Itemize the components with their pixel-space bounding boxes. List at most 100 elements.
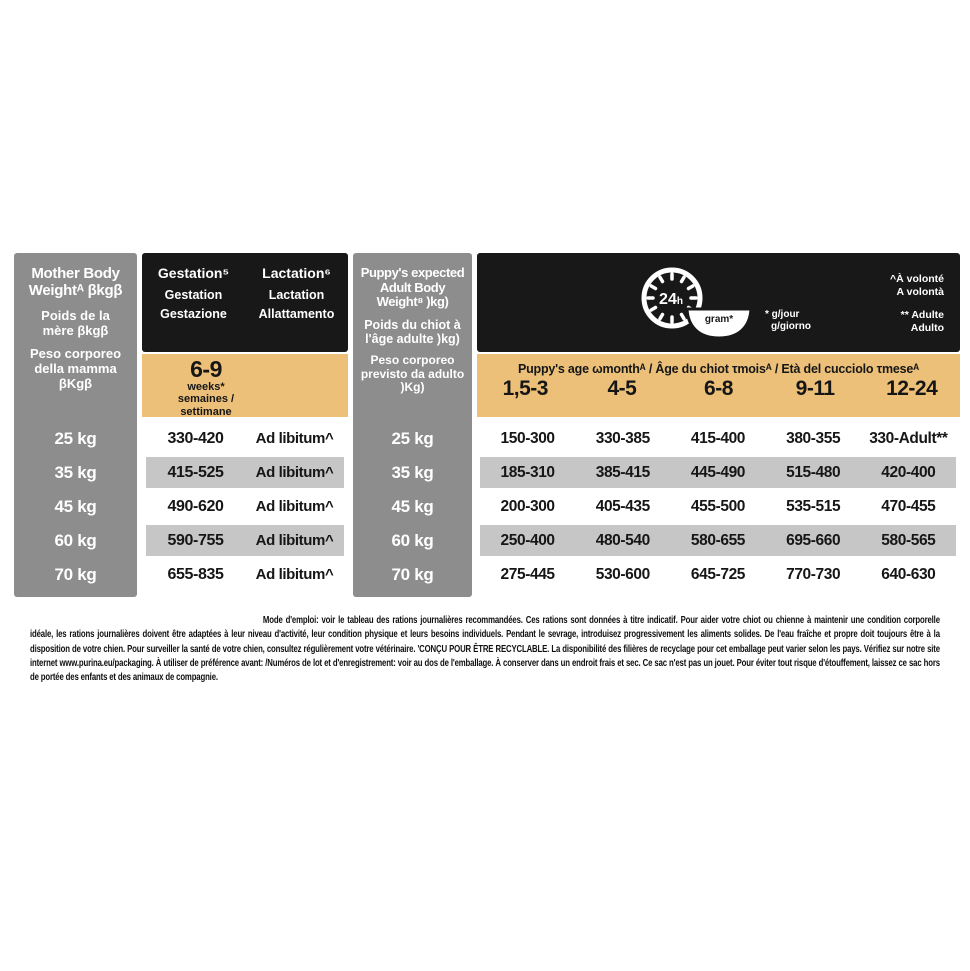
clock-and-bowl-icon: 24h gram* — [641, 267, 753, 340]
lactation-value: Ad libitum^ — [255, 430, 334, 447]
age-value: 515-480 — [786, 463, 841, 481]
age-value: 530-600 — [595, 565, 650, 583]
puppy-weight-header-en: Puppy's expected Adult Body Weight⁸ )kg) — [360, 265, 465, 310]
age-column-label: 1,5-3 — [502, 377, 549, 400]
puppy-weight-column: Puppy's expected Adult Body Weight⁸ )kg)… — [353, 253, 472, 597]
age-value: 275-445 — [500, 565, 555, 583]
gestation-label-en: Gestation⁵ — [157, 265, 230, 281]
age-value: 640-630 — [881, 565, 936, 583]
age-values-row: 200-300 405-435 455-500 535-515 470-455 — [480, 491, 956, 522]
puppy-weight-cell: 60 kg — [391, 531, 434, 550]
age-value: 455-500 — [690, 497, 746, 515]
puppy-weight-cell: 35 kg — [391, 463, 434, 482]
age-value: 695-660 — [786, 531, 841, 549]
grams-per-day-fr: * g/jour — [765, 309, 800, 320]
mother-weight-header-en: Mother Body Weightᴬ βkgβ — [28, 265, 123, 299]
lactation-header: Lactation⁶ Lactation Allattamento — [245, 253, 348, 352]
age-values-row: 250-400 480-540 580-655 695-660 580-565 — [480, 525, 956, 556]
age-value: 380-355 — [786, 429, 841, 447]
lactation-label-en: Lactation⁶ — [262, 265, 331, 281]
gestation-lactation-row: 415-525 Ad libitum^ — [146, 457, 344, 488]
bowl-label: gram* — [705, 314, 733, 325]
mother-weight-column: Mother Body Weightᴬ βkgβ Poids de la mèr… — [14, 253, 137, 597]
gestation-lactation-row: 490-620 Ad libitum^ — [146, 491, 344, 522]
age-value: 770-730 — [786, 565, 841, 583]
puppy-weight-cell: 25 kg — [391, 429, 434, 448]
grams-per-day-note: * g/jour g/giorno — [765, 309, 811, 333]
gestation-weeks-band: 6-9 weeks* semaines / settimane — [142, 354, 348, 419]
gestation-lactation-row: 330-420 Ad libitum^ — [146, 423, 344, 454]
age-column-labels: 1,5-3 4-5 6-8 9-11 12-24 — [477, 377, 960, 401]
gestation-value: 490-620 — [167, 497, 224, 515]
adult-note-it: Adulto — [910, 321, 944, 334]
age-value: 420-400 — [881, 463, 936, 481]
age-value: 250-400 — [500, 531, 555, 549]
lactation-value: Ad libitum^ — [255, 566, 334, 583]
gestation-label-fr: Gestation — [164, 288, 223, 302]
mother-weight-cell: 60 kg — [54, 531, 97, 550]
age-value: 185-310 — [500, 463, 555, 481]
age-value: 480-540 — [595, 531, 650, 549]
age-value: 645-725 — [690, 565, 746, 583]
usage-instructions-lead: Mode d'emploi: — [262, 615, 319, 626]
lactation-label-it: Allattamento — [258, 307, 335, 321]
age-values-row: 150-300 330-385 415-400 380-355 330-Adult** — [480, 423, 956, 454]
age-value: 385-415 — [595, 463, 650, 481]
lactation-value: Ad libitum^ — [255, 464, 334, 481]
gestation-header: Gestation⁵ Gestation Gestazione — [142, 253, 245, 352]
gestation-lactation-header: Gestation⁵ Gestation Gestazione Lactatio… — [142, 253, 348, 352]
gestation-value: 415-525 — [167, 463, 224, 481]
ad-libitum-note-fr: ^À volonté — [890, 273, 944, 285]
age-block-header: 24h gram* * g/jour g/giorno ^À volonté A… — [477, 253, 960, 352]
age-value: 535-515 — [786, 497, 841, 515]
weeks-unit: weeks* — [187, 381, 225, 393]
age-column-label: 6-8 — [704, 377, 733, 400]
gestation-value: 655-835 — [167, 565, 224, 583]
puppy-age-title: Puppy's age ωmonthᴬ / Âge du chiot τmois… — [517, 362, 920, 376]
gestation-weeks-label: 6-9 weeks* semaines / settimane — [151, 354, 261, 419]
gestation-lactation-block: Gestation⁵ Gestation Gestazione Lactatio… — [142, 253, 348, 597]
age-columns-band: Puppy's age ωmonthᴬ / Âge du chiot τmois… — [477, 354, 960, 417]
puppy-weight-cell: 70 kg — [391, 565, 434, 584]
lactation-value: Ad libitum^ — [255, 498, 334, 515]
usage-instructions-body: voir le tableau des rations journalières… — [30, 615, 940, 684]
clock-icon: 24h — [641, 267, 703, 329]
puppy-weight-cell: 45 kg — [391, 497, 434, 516]
gestation-lactation-row: 590-755 Ad libitum^ — [146, 525, 344, 556]
adult-note-fr: ** Adulte — [900, 309, 944, 321]
puppy-weight-header: Puppy's expected Adult Body Weight⁸ )kg)… — [353, 253, 472, 395]
mother-weight-cell: 35 kg — [54, 463, 97, 482]
age-value: 470-455 — [881, 497, 936, 515]
mother-weight-header: Mother Body Weightᴬ βkgβ Poids de la mèr… — [14, 253, 137, 391]
age-value: 150-300 — [500, 429, 555, 447]
puppy-weight-header-it: Peso corporeo previsto da adulto )Kg) — [360, 353, 465, 395]
age-value: 330-385 — [595, 429, 650, 447]
gestation-value: 330-420 — [167, 429, 224, 447]
age-value: 580-565 — [881, 531, 936, 549]
mother-weight-cell: 45 kg — [54, 497, 97, 516]
puppy-age-block: 24h gram* * g/jour g/giorno ^À volonté A… — [477, 253, 960, 597]
age-values-row: 185-310 385-415 445-490 515-480 420-400 — [480, 457, 956, 488]
footnotes: ^À volonté A volontà ** Adulte Adulto — [890, 273, 944, 334]
gestation-label-it: Gestazione — [160, 307, 227, 321]
age-column-label: 9-11 — [795, 377, 835, 400]
ad-libitum-note-it: A volontà — [896, 285, 944, 298]
bowl-icon: gram* — [685, 307, 753, 340]
age-values-row: 275-445 530-600 645-725 770-730 640-630 — [480, 559, 956, 590]
mother-weight-header-it: Peso corporeo della mamma βKgβ — [29, 346, 122, 391]
weeks-translations: semaines / settimane — [177, 393, 235, 419]
age-value: 415-400 — [690, 429, 746, 447]
gestation-value: 590-755 — [167, 531, 224, 549]
age-value: 445-490 — [690, 463, 746, 481]
lactation-label-fr: Lactation — [268, 288, 325, 302]
age-value: 330-Adult** — [869, 429, 948, 447]
mother-weight-header-fr: Poids de la mère βkgβ — [41, 307, 110, 338]
mother-weight-cell: 70 kg — [54, 565, 97, 584]
lactation-value: Ad libitum^ — [255, 532, 334, 549]
age-value: 580-655 — [690, 531, 746, 549]
age-value: 405-435 — [595, 497, 650, 515]
age-value: 200-300 — [500, 497, 555, 515]
puppy-weight-header-fr: Poids du chiot à l'âge adulte )kg) — [364, 318, 461, 347]
gestation-lactation-row: 655-835 Ad libitum^ — [146, 559, 344, 590]
